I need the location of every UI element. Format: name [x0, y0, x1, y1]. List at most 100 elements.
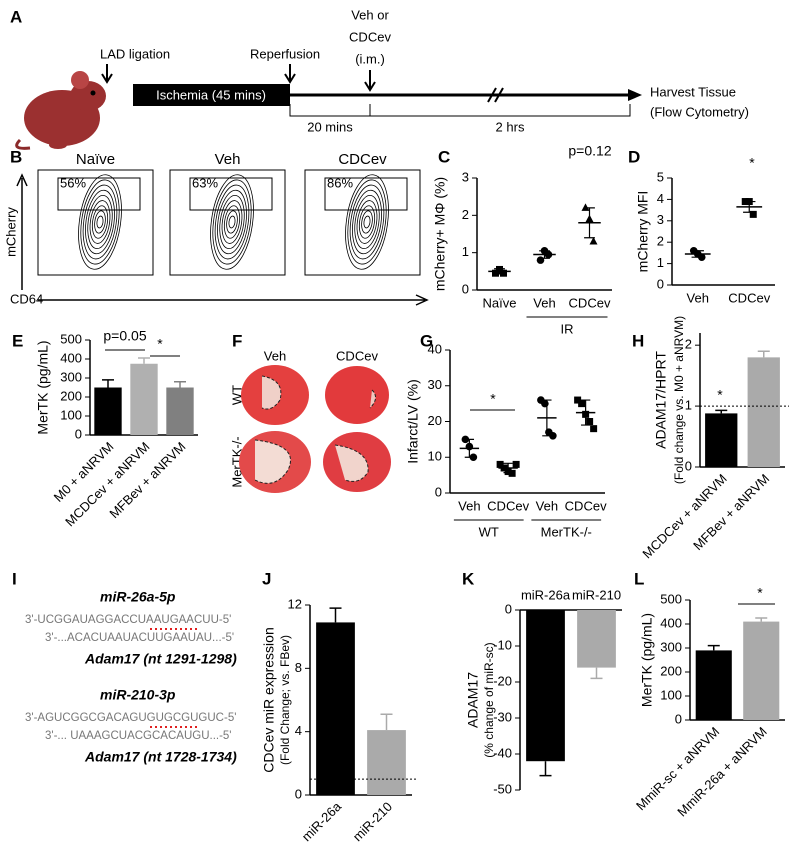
treatment-label: CDCev: [349, 29, 391, 44]
timeline-arrowhead: [628, 89, 642, 101]
point: [512, 460, 520, 468]
row-label: MerTK-/-: [229, 436, 244, 487]
contour: [91, 205, 109, 239]
contour: [82, 184, 118, 260]
y-axis-label: MerTK (pg/mL): [639, 613, 655, 707]
y-tick-label: 3: [657, 212, 664, 227]
contour: [354, 195, 380, 249]
contour: [347, 179, 387, 265]
column-label: Veh: [264, 348, 286, 363]
bar: [166, 387, 194, 435]
timeline-break: [487, 87, 504, 103]
panel-letter: C: [438, 147, 450, 166]
panel-letter: K: [462, 569, 475, 588]
flow-title: CDCev: [338, 151, 387, 168]
y-tick-label: 0: [462, 281, 469, 296]
x-tick-label: CDCev: [487, 498, 529, 513]
panel-letter: L: [634, 569, 644, 588]
error-bar: [590, 667, 603, 680]
y-axis-label: Infarct/LV (%): [405, 379, 421, 464]
x-tick-label: Veh: [533, 295, 555, 310]
mirna-name: miR-26a-5p: [100, 589, 176, 605]
target-name: Adam17 (nt 1728-1734): [84, 749, 237, 765]
error-bar: [755, 617, 768, 622]
y-axis-label: ADAM17/HPRT: [653, 351, 669, 449]
contour: [363, 215, 371, 229]
x-tick-label: miR-26a: [521, 587, 571, 602]
point: [500, 269, 507, 277]
bar: [130, 363, 158, 435]
y-tick-label: 0: [75, 426, 82, 441]
contour: [87, 195, 113, 249]
bar: [747, 357, 780, 467]
y-tick-label: 3: [462, 169, 469, 184]
y-tick-label: 12: [288, 596, 302, 611]
x-tick-label: Veh: [536, 498, 558, 513]
panel-letter: H: [632, 331, 644, 350]
annotation: p=0.05: [103, 328, 146, 344]
contour: [89, 200, 111, 244]
y-axis-label: mCherry+ MΦ (%): [432, 177, 448, 291]
flow-title: Veh: [215, 151, 241, 168]
row-label: WT: [229, 385, 244, 405]
y-tick-label: -20: [493, 673, 512, 688]
y-axis-sublabel: (Fold change vs. M0 + aNRVM): [672, 316, 686, 484]
bar: [743, 621, 780, 720]
error-bar: [539, 761, 552, 777]
point: [578, 400, 586, 408]
interval-label: 20 mins: [307, 119, 353, 134]
step-arrow: [101, 64, 113, 84]
contour: [94, 210, 106, 234]
group-label: WT: [479, 524, 499, 539]
gate: [57, 177, 141, 211]
interval-bracket: [289, 104, 631, 117]
point: [589, 236, 598, 245]
panel-letter: I: [12, 569, 17, 588]
contour: [226, 210, 238, 234]
y-tick-label: 40: [428, 341, 442, 356]
point: [496, 460, 504, 468]
y-tick-label: -40: [493, 745, 512, 760]
error-bar: [539, 250, 550, 259]
panel-letter: B: [10, 147, 22, 166]
error-bar: [542, 399, 552, 437]
error-bar: [174, 381, 186, 388]
panel-letter: A: [10, 7, 22, 26]
interval-label: 2 hrs: [496, 119, 525, 134]
x-tick-label: miR-26a: [299, 798, 345, 844]
annotation: p=0.12: [568, 143, 611, 159]
y-tick-label: 400: [660, 615, 682, 630]
panel-letter: D: [628, 147, 640, 166]
error-bar: [743, 200, 756, 213]
column-label: CDCev: [336, 348, 378, 363]
error-bar: [329, 607, 342, 623]
x-tick-label: miR-210: [572, 587, 621, 602]
contour: [349, 184, 385, 260]
error-bar: [757, 350, 770, 358]
mouse-icon: [15, 71, 106, 150]
point: [574, 396, 582, 404]
contour: [361, 210, 373, 234]
y-tick-label: 0: [657, 276, 664, 291]
bar: [367, 730, 406, 795]
y-tick-label: 8: [295, 660, 302, 675]
y-tick-label: 200: [660, 663, 682, 678]
heart-sections: [239, 365, 391, 493]
y-tick-label: 2: [657, 234, 664, 249]
point: [581, 203, 590, 211]
y-tick-label: 0: [685, 458, 692, 473]
contour: [217, 189, 247, 255]
error-bar: [464, 438, 475, 458]
y-tick-label: -10: [493, 637, 512, 652]
treatment-label: Veh or: [351, 7, 389, 22]
x-tick-label: Naïve: [483, 295, 517, 310]
point: [492, 269, 499, 277]
error-bar: [138, 357, 150, 364]
y-tick-label: 0: [295, 786, 302, 801]
bar: [94, 387, 122, 435]
y-axis-label: mCherry MFI: [635, 191, 651, 273]
y-axis-sublabel: (% change of miR-sc): [482, 642, 496, 757]
contour: [210, 174, 254, 270]
bar: [695, 650, 732, 720]
